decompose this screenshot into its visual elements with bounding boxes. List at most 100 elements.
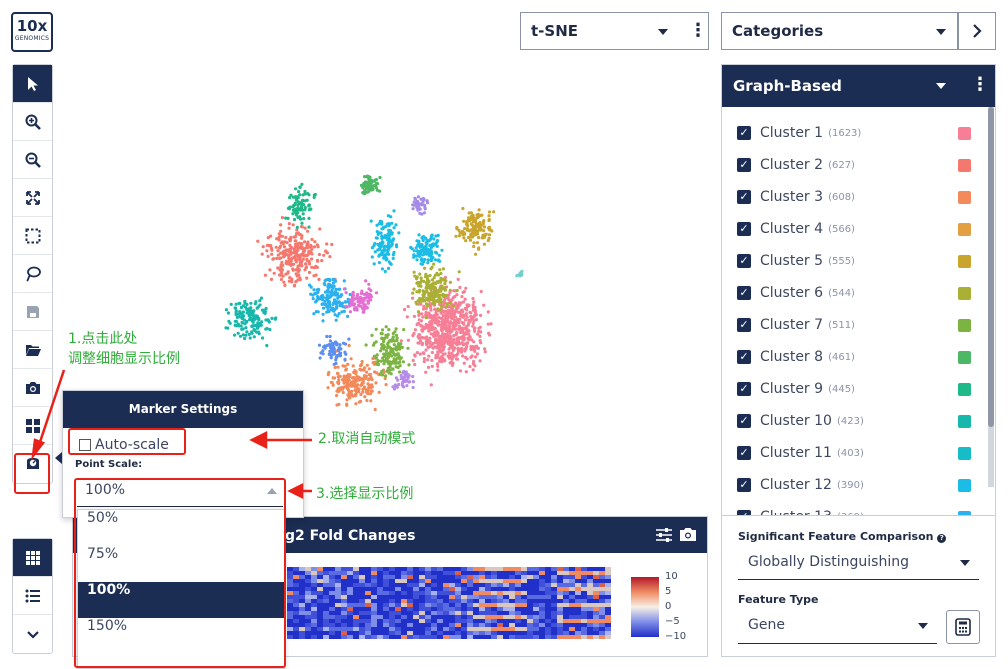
heatmap-cell	[425, 591, 431, 595]
more-options-icon[interactable]: ⋮	[689, 20, 707, 41]
heatmap-cell	[455, 567, 461, 571]
cluster-color-swatch[interactable]	[958, 158, 971, 172]
marker-settings-button[interactable]	[13, 445, 52, 483]
lasso-select-button[interactable]	[13, 255, 52, 293]
heatmap-cell	[407, 567, 413, 571]
checkbox-checked-icon[interactable]: ✓	[737, 190, 751, 204]
collapse-button[interactable]	[13, 615, 52, 653]
sliders-icon[interactable]	[655, 527, 673, 543]
point-scale-option[interactable]: 100%	[78, 582, 284, 618]
next-panel-button[interactable]	[958, 12, 996, 50]
point-scale-option[interactable]: 75%	[87, 546, 119, 562]
heatmap-cell	[419, 575, 425, 579]
heatmap-cell	[377, 631, 383, 635]
cluster-row[interactable]: ✓ Cluster 11 (403)	[722, 437, 987, 469]
cluster-row[interactable]: ✓ Cluster 7 (511)	[722, 309, 987, 341]
open-folder-button[interactable]	[13, 331, 52, 369]
checkbox-checked-icon[interactable]: ✓	[737, 446, 751, 460]
point-scale-options: 50% 75% 100% 150%	[77, 509, 285, 669]
cluster-color-swatch[interactable]	[958, 510, 971, 517]
layout-button[interactable]	[13, 407, 52, 445]
checkbox-checked-icon[interactable]: ✓	[737, 414, 751, 428]
cluster-color-swatch[interactable]	[958, 286, 971, 300]
select-tool-button[interactable]	[13, 65, 52, 103]
heatmap-cell	[377, 595, 383, 599]
cluster-row[interactable]: ✓ Cluster 10 (423)	[722, 405, 987, 437]
category-dropdown[interactable]: Categories	[721, 12, 958, 50]
checkbox-checked-icon[interactable]: ✓	[737, 222, 751, 236]
scrollbar-thumb[interactable]	[988, 107, 994, 427]
checkbox-checked-icon[interactable]: ✓	[737, 318, 751, 332]
heatmap-cell	[305, 567, 311, 571]
camera-icon[interactable]	[679, 526, 697, 543]
checkbox-checked-icon[interactable]: ✓	[737, 478, 751, 492]
cluster-row[interactable]: ✓ Cluster 3 (608)	[722, 181, 987, 213]
checkbox-checked-icon[interactable]: ✓	[737, 350, 751, 364]
cluster-row[interactable]: ✓ Cluster 8 (461)	[722, 341, 987, 373]
heatmap-cell	[569, 611, 575, 615]
cluster-row[interactable]: ✓ Cluster 2 (627)	[722, 149, 987, 181]
heatmap-cell	[437, 571, 443, 575]
cluster-color-swatch[interactable]	[958, 318, 971, 332]
zoom-in-button[interactable]	[13, 103, 52, 141]
cluster-row[interactable]: ✓ Cluster 9 (445)	[722, 373, 987, 405]
checkbox-checked-icon[interactable]: ✓	[737, 254, 751, 268]
cluster-row[interactable]: ✓ Cluster 5 (555)	[722, 245, 987, 277]
heatmap-cell	[347, 631, 353, 635]
heatmap-cell	[305, 599, 311, 603]
checkbox-checked-icon[interactable]: ✓	[737, 126, 751, 140]
screenshot-button[interactable]	[13, 369, 52, 407]
cluster-row[interactable]: ✓ Cluster 1 (1623)	[722, 117, 987, 149]
chevron-down-icon[interactable]	[936, 83, 946, 89]
heatmap-cell	[287, 583, 293, 587]
comparison-select[interactable]: Globally Distinguishing	[738, 548, 979, 580]
cluster-color-swatch[interactable]	[958, 126, 971, 140]
help-icon[interactable]: ?	[937, 534, 947, 543]
checkbox-checked-icon[interactable]: ✓	[737, 510, 751, 517]
projection-dropdown[interactable]: t-SNE ⋮	[520, 12, 709, 50]
cluster-color-swatch[interactable]	[958, 190, 971, 204]
box-select-button[interactable]	[13, 217, 52, 255]
calculator-button[interactable]	[946, 610, 980, 644]
cluster-color-swatch[interactable]	[958, 478, 971, 492]
heatmap-cell	[449, 611, 455, 615]
heatmap-cell	[569, 615, 575, 619]
cluster-color-swatch[interactable]	[958, 382, 971, 396]
heatmap-cell	[497, 587, 503, 591]
heatmap-cell	[599, 611, 605, 615]
fold-change-heatmap[interactable]	[287, 567, 613, 639]
cluster-row[interactable]: ✓ Cluster 4 (566)	[722, 213, 987, 245]
point-scale-option[interactable]: 150%	[87, 618, 128, 634]
heatmap-cell	[359, 583, 365, 587]
cluster-row[interactable]: ✓ Cluster 12 (390)	[722, 469, 987, 501]
point-scale-select[interactable]: 100%	[77, 477, 283, 507]
cluster-color-swatch[interactable]	[958, 446, 971, 460]
more-options-icon[interactable]: ⋮	[971, 74, 989, 95]
cluster-row[interactable]: ✓ Cluster 13 (369)	[722, 501, 987, 517]
zoom-out-button[interactable]	[13, 141, 52, 179]
save-selection-button[interactable]	[13, 293, 52, 331]
heatmap-cell	[383, 611, 389, 615]
list-view-button[interactable]	[13, 577, 52, 615]
heatmap-cell	[353, 619, 359, 623]
grid-view-button[interactable]	[13, 539, 52, 577]
heatmap-cell	[479, 599, 485, 603]
feature-type-select[interactable]: Gene	[738, 610, 937, 644]
checkbox-checked-icon[interactable]: ✓	[737, 158, 751, 172]
cluster-color-swatch[interactable]	[958, 254, 971, 268]
cluster-color-swatch[interactable]	[958, 350, 971, 364]
heatmap-cell	[359, 595, 365, 599]
cluster-count: (423)	[836, 415, 864, 427]
point-scale-option[interactable]: 50%	[87, 510, 119, 526]
autoscale-checkbox[interactable]: Auto-scale	[79, 437, 169, 453]
heatmap-cell	[509, 627, 515, 631]
tsne-scatter-plot[interactable]	[210, 160, 550, 420]
checkbox-checked-icon[interactable]: ✓	[737, 286, 751, 300]
cluster-row[interactable]: ✓ Cluster 6 (544)	[722, 277, 987, 309]
heatmap-cell	[389, 579, 395, 583]
cluster-color-swatch[interactable]	[958, 222, 971, 236]
checkbox-checked-icon[interactable]: ✓	[737, 382, 751, 396]
heatmap-cell	[545, 595, 551, 599]
fit-view-button[interactable]	[13, 179, 52, 217]
cluster-color-swatch[interactable]	[958, 414, 971, 428]
